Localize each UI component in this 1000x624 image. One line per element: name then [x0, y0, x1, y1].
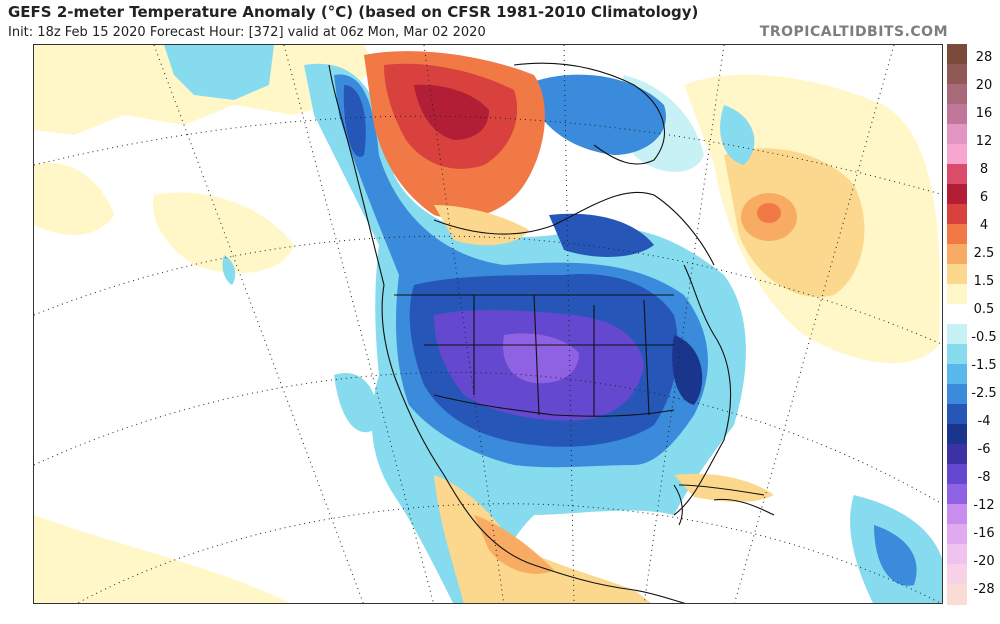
forecast-info: Init: 18z Feb 15 2020 Forecast Hour: [37…: [8, 25, 486, 40]
colorbar-swatch: [947, 364, 967, 385]
colorbar-label: -12: [973, 498, 995, 513]
colorbar-swatch: [947, 424, 967, 445]
colorbar-swatch: [947, 584, 967, 605]
colorbar-label: -16: [973, 526, 995, 541]
colorbar-swatch: [947, 124, 967, 145]
colorbar-swatch: [947, 144, 967, 165]
colorbar-label: 20: [975, 78, 993, 93]
colorbar-label: -20: [973, 554, 995, 569]
map-canvas: [34, 45, 942, 603]
colorbar-label: 1.5: [973, 274, 995, 289]
warm-mexico-anomaly: [434, 473, 774, 603]
colorbar-label: -2.5: [971, 386, 997, 401]
graticule: [34, 45, 942, 603]
colorbar-label: 16: [975, 106, 993, 121]
colorbar-label: 2.5: [973, 246, 995, 261]
colorbar-swatch: [947, 404, 967, 425]
colorbar-swatch: [947, 264, 967, 285]
colorbar-label: 28: [975, 50, 993, 65]
colorbar-swatch: [947, 464, 967, 485]
colorbar-label: -4: [977, 414, 991, 429]
colorbar-swatch: [947, 244, 967, 265]
colorbar-label: 8: [979, 162, 989, 177]
coastlines: [328, 62, 775, 603]
colorbar-legend: 28 20 16 12 8 6 4 2.5 1.5 0.5 -0.5 -1.5 -2.5 -4 -6 -8 -1…: [947, 44, 1000, 605]
colorbar-swatch: [947, 164, 967, 185]
colorbar-swatch: [947, 64, 967, 85]
colorbar-label: 12: [975, 134, 993, 149]
colorbar-swatch: [947, 184, 967, 205]
colorbar-swatch: [947, 104, 967, 125]
chart-title: GEFS 2-meter Temperature Anomaly (°C) (b…: [8, 3, 699, 21]
colorbar-swatch: [947, 484, 967, 505]
colorbar-label: -8: [977, 470, 991, 485]
colorbar-label: -0.5: [971, 330, 997, 345]
colorbar-label: -6: [977, 442, 991, 457]
colorbar-label: 4: [979, 218, 989, 233]
colorbar-swatch: [947, 84, 967, 105]
colorbar-label: 0.5: [973, 302, 995, 317]
colorbar-swatch: [947, 564, 967, 585]
colorbar-swatch: [947, 224, 967, 245]
colorbar-swatch: [947, 544, 967, 565]
colorbar-label: -1.5: [971, 358, 997, 373]
anomaly-map: [33, 44, 943, 604]
colorbar-swatch: [947, 504, 967, 525]
colorbar-swatch: [947, 44, 967, 65]
colorbar-swatch: [947, 304, 967, 325]
colorbar-swatch: [947, 444, 967, 465]
colorbar-swatch: [947, 524, 967, 545]
colorbar-swatch: [947, 344, 967, 365]
colorbar-swatch: [947, 324, 967, 345]
colorbar-label: -28: [973, 582, 995, 597]
colorbar-label: 6: [979, 190, 989, 205]
site-credit: TROPICALTIDBITS.COM: [759, 24, 948, 40]
colorbar-swatch: [947, 204, 967, 225]
colorbar-swatch: [947, 284, 967, 305]
colorbar-swatch: [947, 384, 967, 405]
